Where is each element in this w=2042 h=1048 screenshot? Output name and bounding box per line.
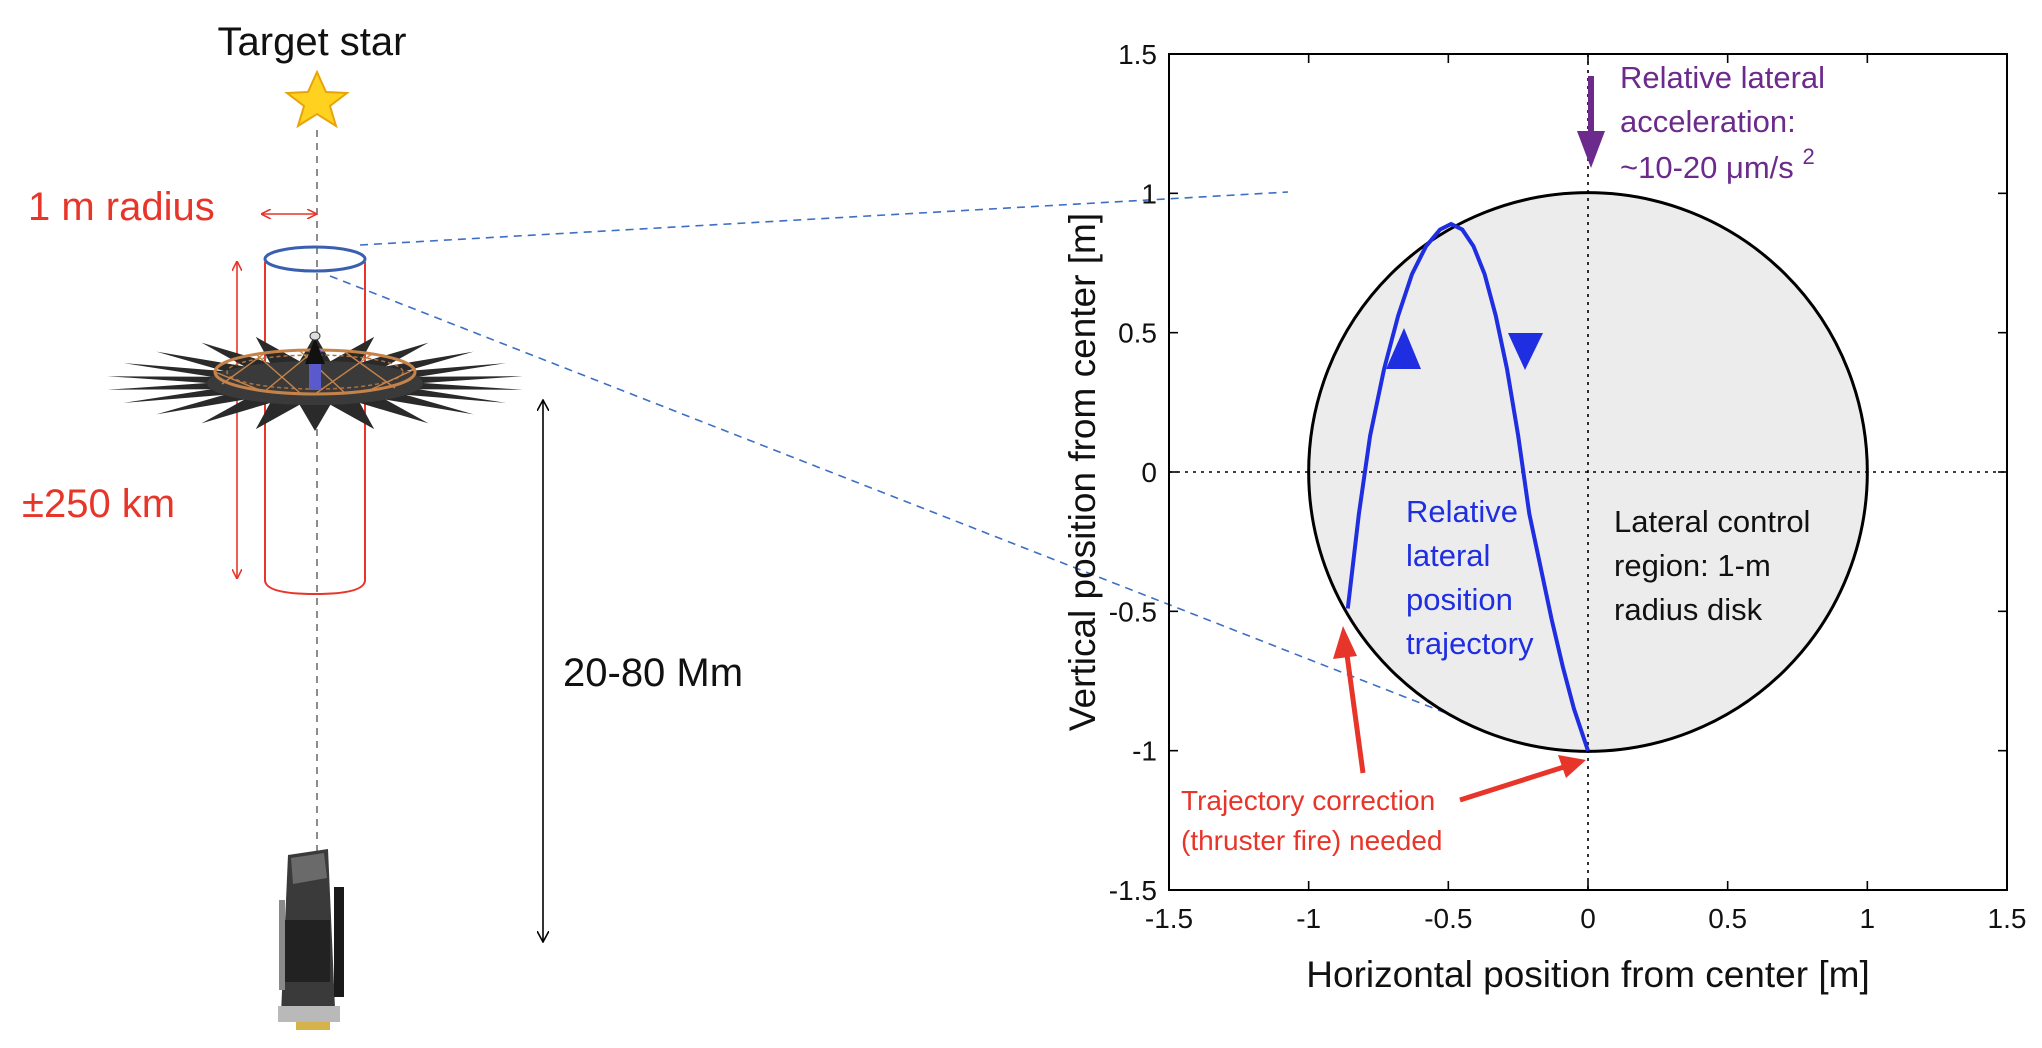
tick-layer: -1.5 -1 -0.5 0 0.5 1 1.5 -1.5 -1 -0.5 0 0.5 1 1.5	[1109, 39, 2027, 934]
x-tick-label: -1.5	[1145, 903, 1193, 934]
target-star-label: Target star	[218, 20, 407, 64]
y-tick-label: 0.5	[1118, 318, 1157, 349]
correction-label-line: (thruster fire) needed	[1181, 825, 1442, 856]
x-tick-label: -1	[1296, 903, 1321, 934]
y-tick-label: -1	[1132, 736, 1157, 767]
zoom-guide-lines	[329, 191, 1457, 718]
telescope-icon	[278, 849, 344, 1030]
distance-label: 20-80 Mm	[563, 651, 743, 695]
trajectory-label-line: trajectory	[1406, 626, 1534, 661]
correction-label-line: Trajectory correction	[1181, 785, 1435, 816]
tolerance-label: ±250 km	[22, 482, 175, 526]
trajectory-label-line: lateral	[1406, 538, 1490, 573]
radius-label: 1 m radius	[28, 185, 215, 229]
trajectory-label-line: Relative	[1406, 494, 1518, 529]
y-tick-label: 1.5	[1118, 39, 1157, 70]
x-tick-label: 0.5	[1708, 903, 1747, 934]
control-region-label: Lateral control region: 1-m radius disk	[1614, 504, 1819, 627]
left-panel: Target star 1 m radius ±250 km	[22, 20, 743, 1030]
x-tick-label: -0.5	[1424, 903, 1472, 934]
acceleration-arrow	[1577, 76, 1605, 168]
y-tick-label: -0.5	[1109, 596, 1157, 627]
y-tick-label: -1.5	[1109, 875, 1157, 906]
plot: -1.5 -1 -0.5 0 0.5 1 1.5 -1.5 -1 -0.5 0 0.5 1 1.5 Rel…	[1062, 39, 2026, 995]
star-icon	[284, 69, 350, 129]
correction-arrows	[1333, 626, 1586, 803]
center-crosshair	[1169, 54, 2007, 890]
trajectory-arrow-down	[1508, 333, 1543, 370]
control-region-label-line: region: 1-m	[1614, 548, 1771, 583]
x-tick-label: 1.5	[1988, 903, 2027, 934]
x-tick-label: 0	[1580, 903, 1596, 934]
y-tick-label: 0	[1141, 457, 1157, 488]
starshade	[107, 331, 523, 431]
control-region-ellipse	[263, 245, 367, 273]
y-axis-title: Vertical position from center [m]	[1062, 213, 1103, 731]
acceleration-label-line: Relative lateral	[1620, 60, 1825, 95]
trajectory-label-line: position	[1406, 582, 1513, 617]
acceleration-label-line: ~10-20 μm/s	[1620, 150, 1794, 185]
control-region-label-line: radius disk	[1614, 592, 1763, 627]
correction-label: Trajectory correction (thruster fire) ne…	[1181, 785, 1443, 856]
control-region-label-line: Lateral control	[1614, 504, 1810, 539]
acceleration-exponent: 2	[1802, 144, 1814, 169]
trajectory-arrow-up	[1386, 328, 1421, 369]
trajectory-line	[1345, 221, 1590, 752]
y-tick-label: 1	[1141, 178, 1157, 209]
trajectory-label: Relative lateral position trajectory	[1406, 494, 1534, 661]
x-axis-title: Horizontal position from center [m]	[1306, 954, 1869, 995]
acceleration-label-line: acceleration:	[1620, 104, 1796, 139]
x-tick-label: 1	[1860, 903, 1876, 934]
acceleration-label: Relative lateral acceleration: ~10-20 μm…	[1620, 60, 1834, 185]
